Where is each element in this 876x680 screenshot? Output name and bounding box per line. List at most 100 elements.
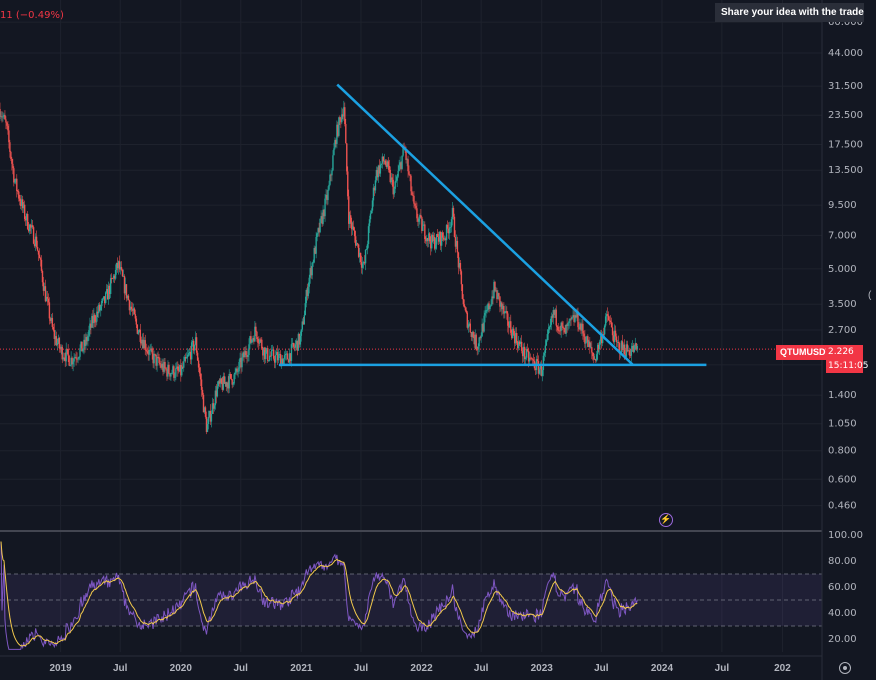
- candle: [251, 339, 253, 345]
- candle: [174, 372, 176, 382]
- candle: [367, 223, 370, 248]
- share-idea-tooltip[interactable]: Share your idea with the trade commun: [715, 3, 864, 22]
- candle: [172, 364, 174, 376]
- candle: [47, 293, 50, 306]
- candle: [441, 230, 444, 241]
- candle: [297, 332, 300, 351]
- candle: [466, 310, 469, 330]
- candle: [117, 260, 120, 275]
- candle: [54, 330, 57, 346]
- candle: [107, 281, 110, 305]
- candle: [2, 111, 4, 122]
- candle: [513, 325, 515, 336]
- trendline[interactable]: [336, 83, 634, 366]
- time-tick-label: 202: [774, 663, 791, 674]
- candle: [359, 252, 362, 265]
- candle: [246, 351, 248, 364]
- candle: [242, 351, 244, 361]
- candle: [307, 282, 309, 299]
- candle: [10, 150, 12, 162]
- candle: [228, 369, 230, 394]
- candle: [344, 102, 346, 127]
- candle: [528, 351, 531, 366]
- candle: [591, 341, 593, 360]
- candle: [112, 274, 115, 283]
- candle: [182, 361, 184, 370]
- candle: [530, 356, 533, 361]
- candle: [626, 340, 629, 353]
- candle: [571, 316, 573, 321]
- candle: [283, 351, 286, 365]
- candle: [206, 418, 209, 433]
- candle: [495, 286, 497, 293]
- candle: [609, 315, 612, 325]
- candle: [342, 108, 344, 120]
- candle: [364, 248, 367, 271]
- candle: [312, 259, 314, 267]
- candle: [426, 234, 428, 247]
- candle: [464, 305, 467, 312]
- candle: [255, 322, 257, 337]
- candle: [590, 342, 592, 349]
- time-axis-ticks[interactable]: 2019 Jul 2020 Jul 2021 Jul 2022 Jul 2023 Jul 2024 J…: [49, 663, 791, 674]
- candle: [171, 369, 173, 374]
- candle: [438, 231, 441, 244]
- candle: [499, 296, 501, 313]
- candle: [546, 329, 549, 342]
- candle: [363, 255, 366, 266]
- price-tick-label: 31.500: [828, 81, 863, 92]
- candle: [141, 333, 143, 349]
- candle: [58, 336, 60, 353]
- candle: [52, 324, 55, 332]
- time-tick-label: Jul: [113, 663, 128, 674]
- candle: [514, 330, 516, 350]
- price-axis-ticks[interactable]: 60.000 44.000 31.500 23.500 17.500 13.500 9.50…: [828, 17, 863, 512]
- candle: [23, 201, 25, 214]
- rsi-pane[interactable]: [0, 541, 822, 650]
- candle: [520, 335, 523, 354]
- candle: [194, 331, 197, 346]
- candle: [575, 312, 577, 319]
- candle: [460, 269, 463, 292]
- candle: [435, 233, 438, 250]
- rsi-axis-ticks[interactable]: 100.00 80.00 60.00 40.00 20.00: [828, 530, 863, 645]
- trendlines[interactable]: [278, 83, 707, 367]
- candles[interactable]: [0, 100, 638, 435]
- candle: [366, 240, 369, 255]
- candle: [238, 359, 240, 374]
- candle: [475, 333, 477, 351]
- candle: [564, 324, 566, 334]
- lightning-alert-icon[interactable]: ⚡: [659, 513, 673, 527]
- candle: [488, 301, 490, 313]
- candle: [339, 115, 341, 126]
- candle: [268, 360, 270, 362]
- candle: [519, 337, 522, 347]
- candle: [128, 299, 131, 315]
- candle: [631, 340, 634, 352]
- candle: [46, 290, 49, 306]
- candle: [503, 302, 505, 319]
- candle: [270, 345, 273, 361]
- candle: [77, 357, 79, 364]
- candle: [555, 305, 557, 332]
- candle: [463, 299, 466, 308]
- candle: [140, 336, 142, 346]
- candle: [213, 403, 216, 412]
- candle: [15, 178, 17, 185]
- candle: [230, 374, 232, 381]
- settings-gear-icon[interactable]: [839, 662, 851, 674]
- candle: [372, 183, 375, 207]
- candle: [376, 167, 379, 181]
- candle: [154, 353, 156, 357]
- candle: [330, 173, 332, 182]
- candle: [358, 248, 361, 263]
- candle: [518, 340, 521, 346]
- candle: [320, 210, 322, 224]
- candle: [491, 290, 493, 306]
- candle: [83, 334, 85, 355]
- candle: [208, 410, 211, 419]
- time-tick-label: 2021: [290, 663, 313, 674]
- candle: [473, 332, 475, 348]
- candle: [335, 138, 337, 148]
